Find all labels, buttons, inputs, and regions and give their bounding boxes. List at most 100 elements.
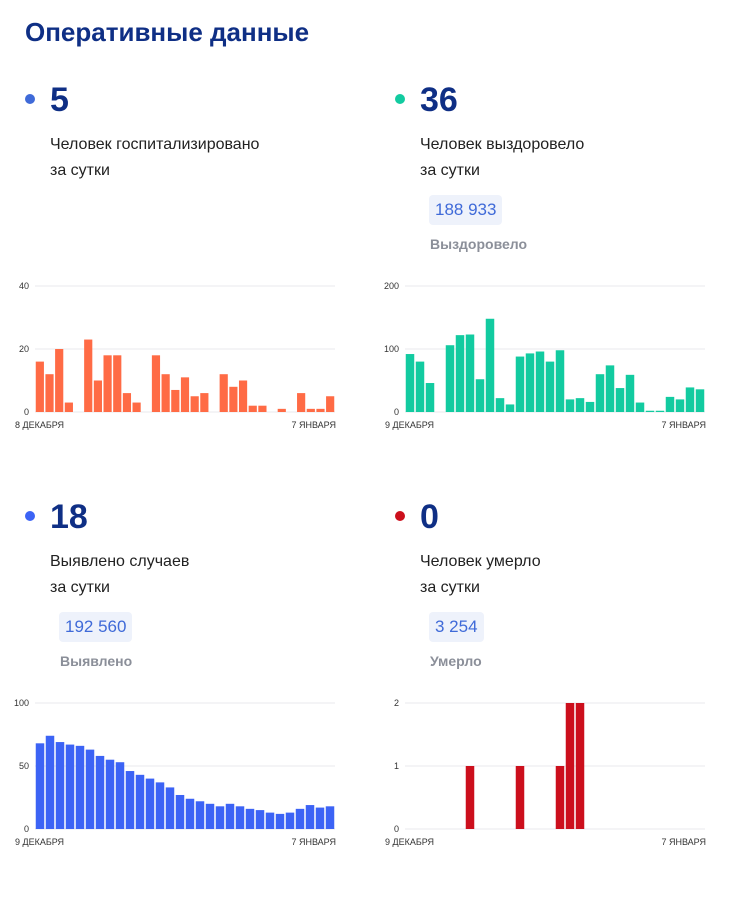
y-tick-label: 1 (394, 761, 399, 771)
bar (115, 762, 125, 829)
bar (35, 743, 45, 829)
bar (255, 810, 265, 829)
total-badge: 3 254 (429, 612, 484, 642)
indicator-dot (395, 94, 405, 104)
bar (555, 350, 565, 412)
x-end-label: 7 ЯНВАРЯ (661, 420, 706, 430)
daily-value: 36 (420, 81, 458, 119)
description-line2: за сутки (50, 162, 110, 179)
bar (65, 744, 75, 829)
bar (165, 787, 175, 829)
bar (695, 389, 705, 412)
bar (325, 806, 335, 829)
bar (135, 774, 145, 829)
cases-card: 18 Выявлено случаев за сутки 192 560 Выя… (14, 497, 360, 907)
bar (635, 402, 645, 412)
bar (55, 349, 64, 412)
bar (275, 813, 285, 829)
indicator-dot (25, 511, 35, 521)
bar (45, 735, 55, 829)
hospitalized-card: 5 Человек госпитализировано за сутки 0 20… (15, 80, 360, 490)
bar (155, 782, 165, 829)
y-tick-label: 2 (394, 698, 399, 708)
bar (665, 396, 675, 412)
description: Человек выздоровело за сутки (420, 132, 584, 184)
description-line2: за сутки (420, 162, 480, 179)
bar (245, 808, 255, 829)
bar (151, 355, 161, 412)
description: Человек умерло за сутки (420, 549, 541, 601)
bar (175, 794, 185, 829)
bar (200, 393, 209, 412)
bar (405, 354, 415, 412)
bar (575, 398, 585, 412)
bar (171, 389, 180, 412)
y-tick-label: 40 (19, 281, 29, 291)
bar (585, 401, 595, 412)
bar (306, 408, 315, 412)
daily-value: 18 (50, 498, 88, 536)
bar (277, 408, 286, 412)
description-line2: за сутки (50, 579, 110, 596)
bar (215, 806, 225, 829)
bar (595, 374, 605, 412)
y-tick-label: 0 (394, 824, 399, 834)
x-end-label: 7 ЯНВАРЯ (661, 837, 706, 847)
y-tick-label: 200 (384, 281, 399, 291)
description-line2: за сутки (420, 579, 480, 596)
bar (485, 318, 495, 412)
bar (285, 812, 295, 829)
daily-value: 0 (420, 498, 439, 536)
x-start-label: 9 ДЕКАБРЯ (385, 837, 434, 847)
bar (425, 383, 435, 412)
bar (64, 402, 73, 412)
bar (316, 408, 325, 412)
bar (75, 745, 85, 829)
total-badge: 188 933 (429, 195, 503, 225)
bar (248, 405, 257, 412)
bar (505, 404, 515, 412)
y-tick-label: 0 (24, 824, 29, 834)
y-tick-label: 0 (394, 407, 399, 417)
bar (525, 353, 535, 412)
x-start-label: 9 ДЕКАБРЯ (15, 837, 64, 847)
bar (85, 749, 95, 829)
bar (655, 410, 665, 412)
indicator-dot (25, 94, 35, 104)
bar (605, 365, 615, 412)
y-tick-label: 100 (14, 698, 29, 708)
bar (195, 801, 205, 829)
bar (685, 387, 695, 412)
deaths-card: 0 Человек умерло за сутки 3 254 Умерло 0… (385, 497, 730, 907)
deaths-chart: 0 1 2 9 ДЕКАБРЯ 7 ЯНВАРЯ (385, 698, 706, 847)
bar (35, 361, 44, 412)
bar (258, 405, 267, 412)
bar (615, 388, 625, 412)
bar (103, 355, 112, 412)
bar (93, 380, 102, 412)
bar (545, 361, 555, 412)
bar (515, 356, 525, 412)
description-line1: Человек выздоровело (420, 136, 585, 153)
x-start-label: 8 ДЕКАБРЯ (15, 420, 64, 430)
bar (475, 379, 485, 412)
y-tick-label: 50 (19, 761, 29, 771)
bar (84, 339, 93, 412)
total-label: Умерло (430, 653, 482, 669)
bar (132, 402, 141, 412)
bar (235, 806, 245, 829)
bar (205, 803, 215, 829)
page-title: Оперативные данные (25, 17, 310, 47)
bar (55, 742, 65, 829)
total-badge: 192 560 (59, 612, 133, 642)
bar (535, 351, 545, 412)
y-tick-label: 20 (19, 344, 29, 354)
hospitalized-chart: 0 20 40 8 ДЕКАБРЯ 7 ЯНВАРЯ (15, 281, 336, 430)
bar (161, 374, 170, 412)
bar (238, 380, 248, 412)
bar (45, 374, 54, 412)
x-start-label: 9 ДЕКАБРЯ (385, 420, 434, 430)
bar (125, 771, 135, 829)
bar (495, 398, 505, 412)
bar (297, 393, 306, 412)
